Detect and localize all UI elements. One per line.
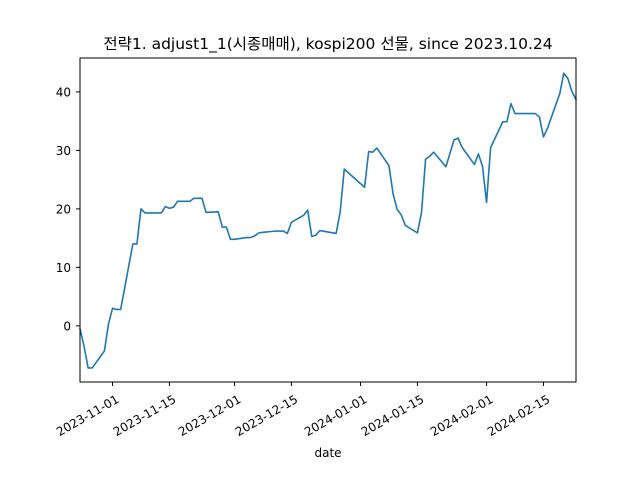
y-tick-label: 0 — [63, 319, 71, 333]
y-tick-label: 30 — [56, 144, 71, 158]
series-line-0 — [79, 72, 578, 369]
y-tick-label: 20 — [56, 202, 71, 216]
plot-area — [79, 72, 578, 369]
y-tick-label: 40 — [56, 85, 71, 99]
axes-frame — [79, 57, 577, 383]
y-tick-label: 10 — [56, 261, 71, 275]
chart-title: 전략1. adjust1_1(시종매매), kospi200 선물, since… — [103, 35, 552, 54]
x-axis-label: date — [314, 446, 341, 460]
